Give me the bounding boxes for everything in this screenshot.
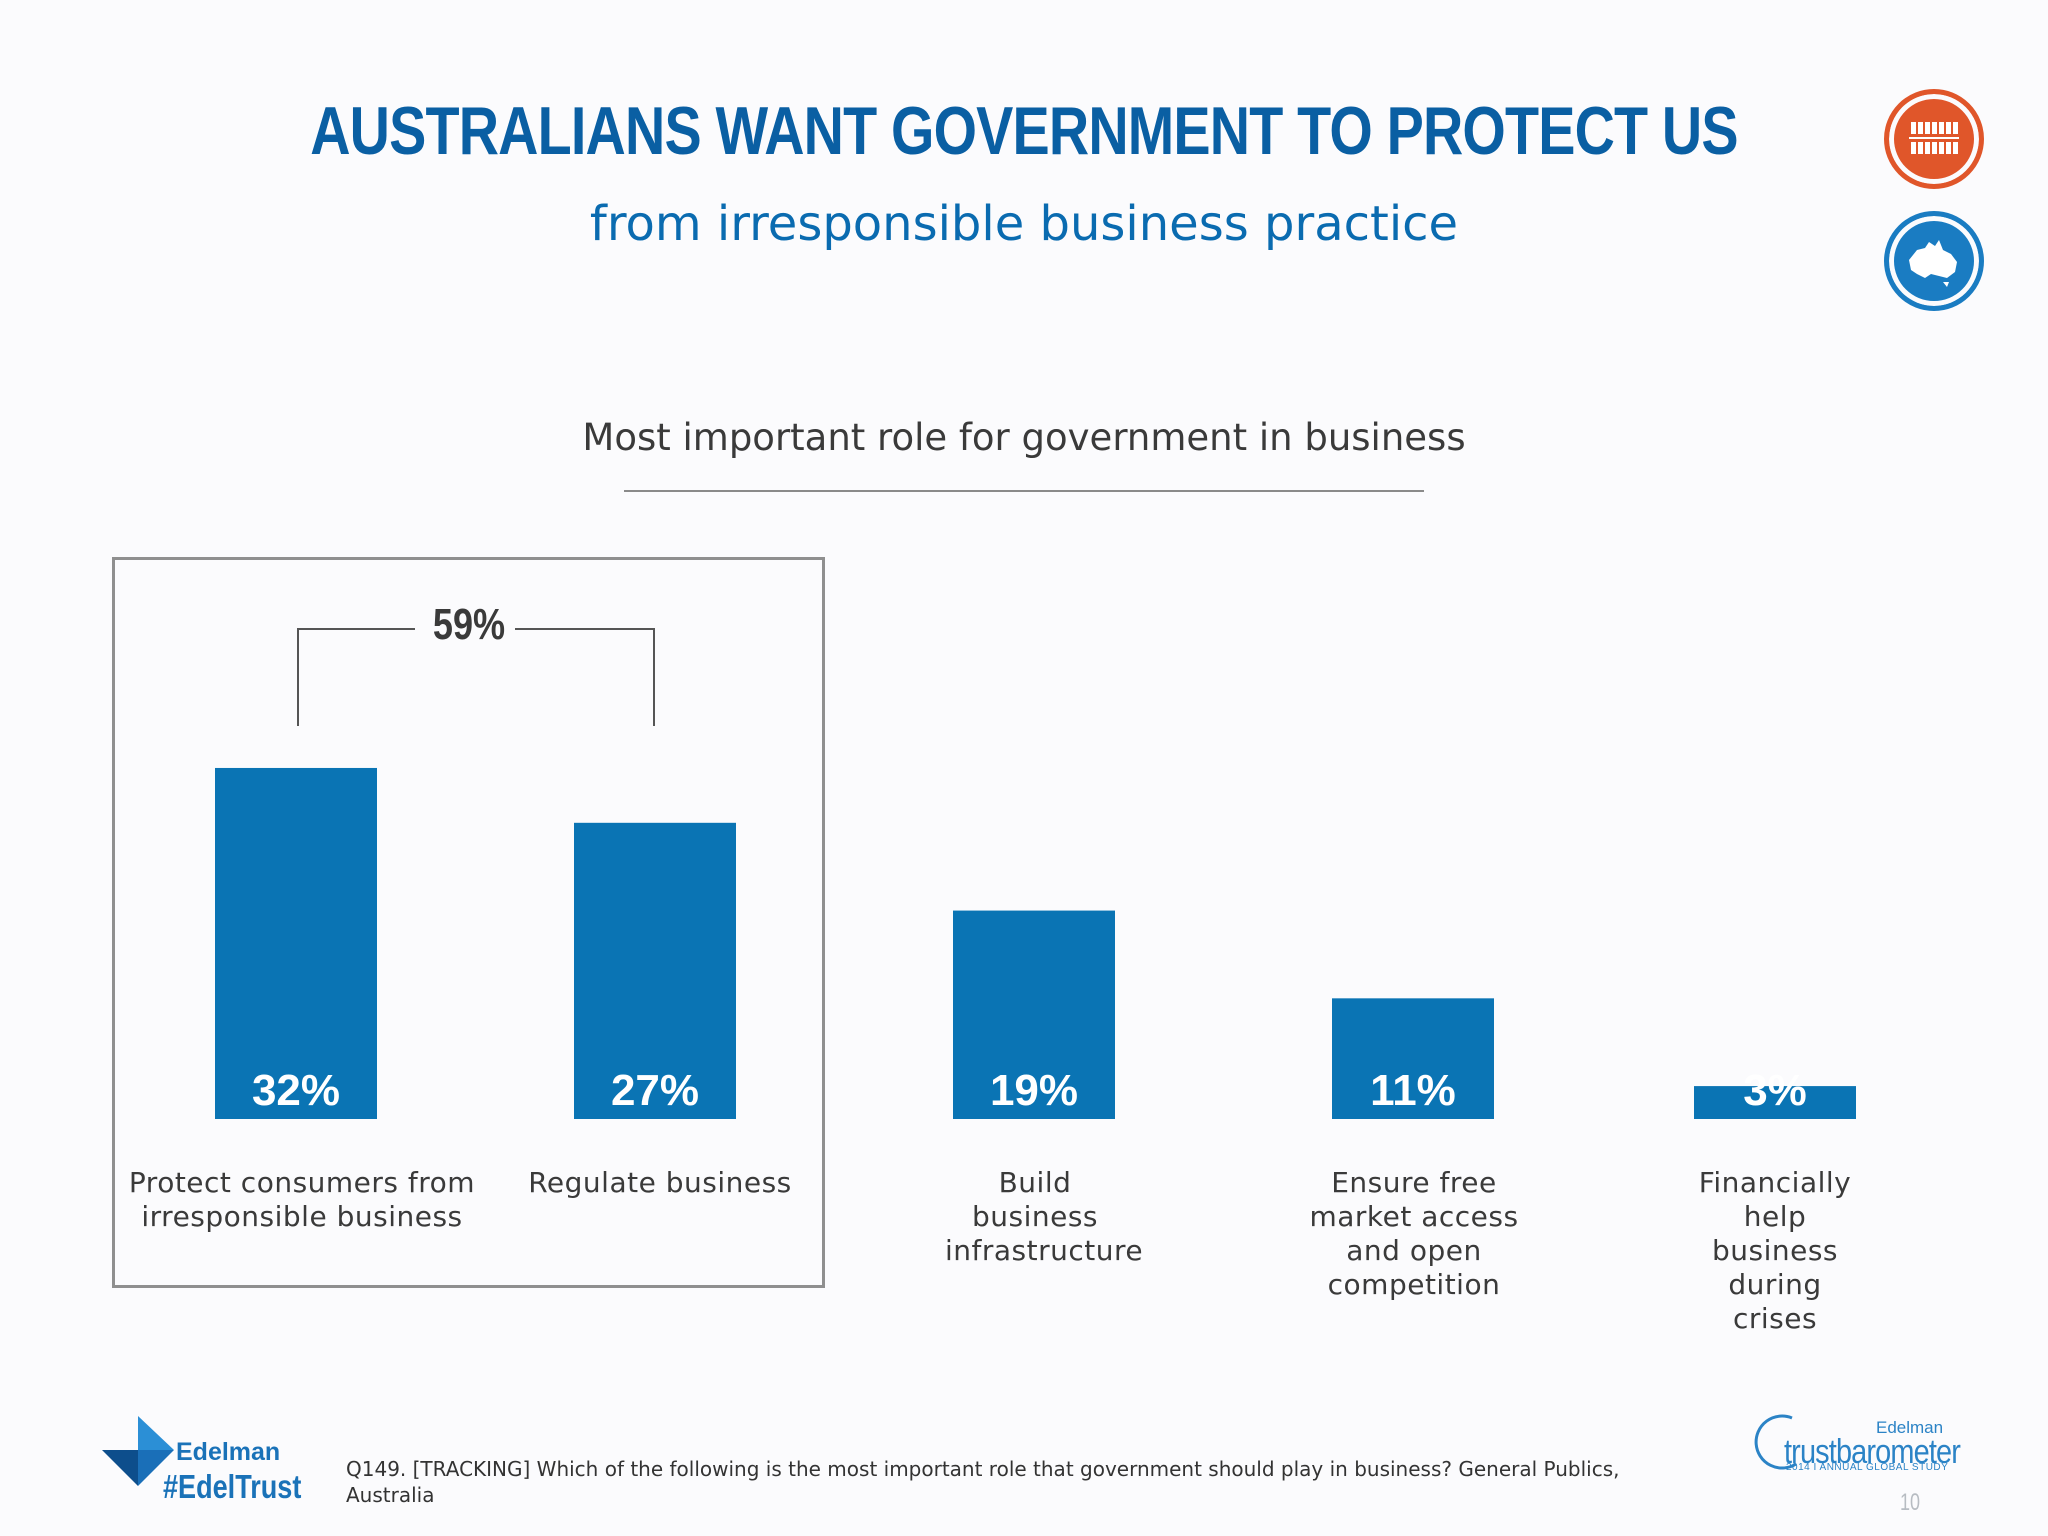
bar-value-label: 3% — [1743, 1066, 1807, 1115]
bracket-left-vertical — [297, 628, 299, 726]
bar — [1332, 998, 1494, 1119]
chart-title: Most important role for government in bu… — [582, 416, 1466, 459]
bar-value-label: 27% — [611, 1066, 699, 1115]
trustbarometer-logo: trustbarometer — [1784, 1433, 1961, 1471]
bar-value-label: 32% — [252, 1066, 340, 1115]
chart-title-divider — [624, 490, 1424, 492]
bar — [574, 822, 736, 1119]
page-number: 10 — [1900, 1489, 1921, 1516]
bar — [953, 910, 1115, 1119]
trustbarometer-study: 2014 I ANNUAL GLOBAL STUDY — [1786, 1462, 1949, 1473]
edelman-brand: Edelman — [176, 1438, 281, 1466]
category-label: Protect consumers from irresponsible bus… — [128, 1166, 476, 1233]
page-subtitle: from irresponsible business practice — [589, 196, 1459, 252]
trustbarometer-arc-icon — [1754, 1414, 1797, 1470]
bar-value-label: 19% — [990, 1066, 1078, 1115]
bar-value-label: 11% — [1370, 1066, 1456, 1115]
page-title: AUSTRALIANS WANT GOVERNMENT TO PROTECT U… — [310, 93, 1738, 169]
category-label: Financially help business during crises — [1698, 1166, 1852, 1335]
highlight-box — [112, 557, 825, 1288]
combined-percentage-label: 59% — [432, 600, 506, 649]
bracket-left-horizontal — [297, 628, 415, 630]
trustbarometer-brand: Edelman — [1876, 1418, 1944, 1437]
category-label: Regulate business — [528, 1166, 792, 1199]
category-label: Build business infrastructure — [945, 1166, 1144, 1267]
bracket-right-horizontal — [515, 628, 655, 630]
edelman-logo-icon — [102, 1416, 174, 1486]
survey-footnote: Q149. [TRACKING] Which of the following … — [346, 1457, 1620, 1507]
people-group-icon — [1884, 89, 1984, 189]
edeltrust-hashtag: #EdelTrust — [163, 1468, 302, 1505]
australia-map-icon — [1884, 211, 1984, 311]
bracket-right-vertical — [653, 628, 655, 726]
bar — [1694, 1086, 1856, 1119]
bar — [215, 767, 377, 1119]
category-label: Ensure free market access and open compe… — [1309, 1166, 1519, 1301]
